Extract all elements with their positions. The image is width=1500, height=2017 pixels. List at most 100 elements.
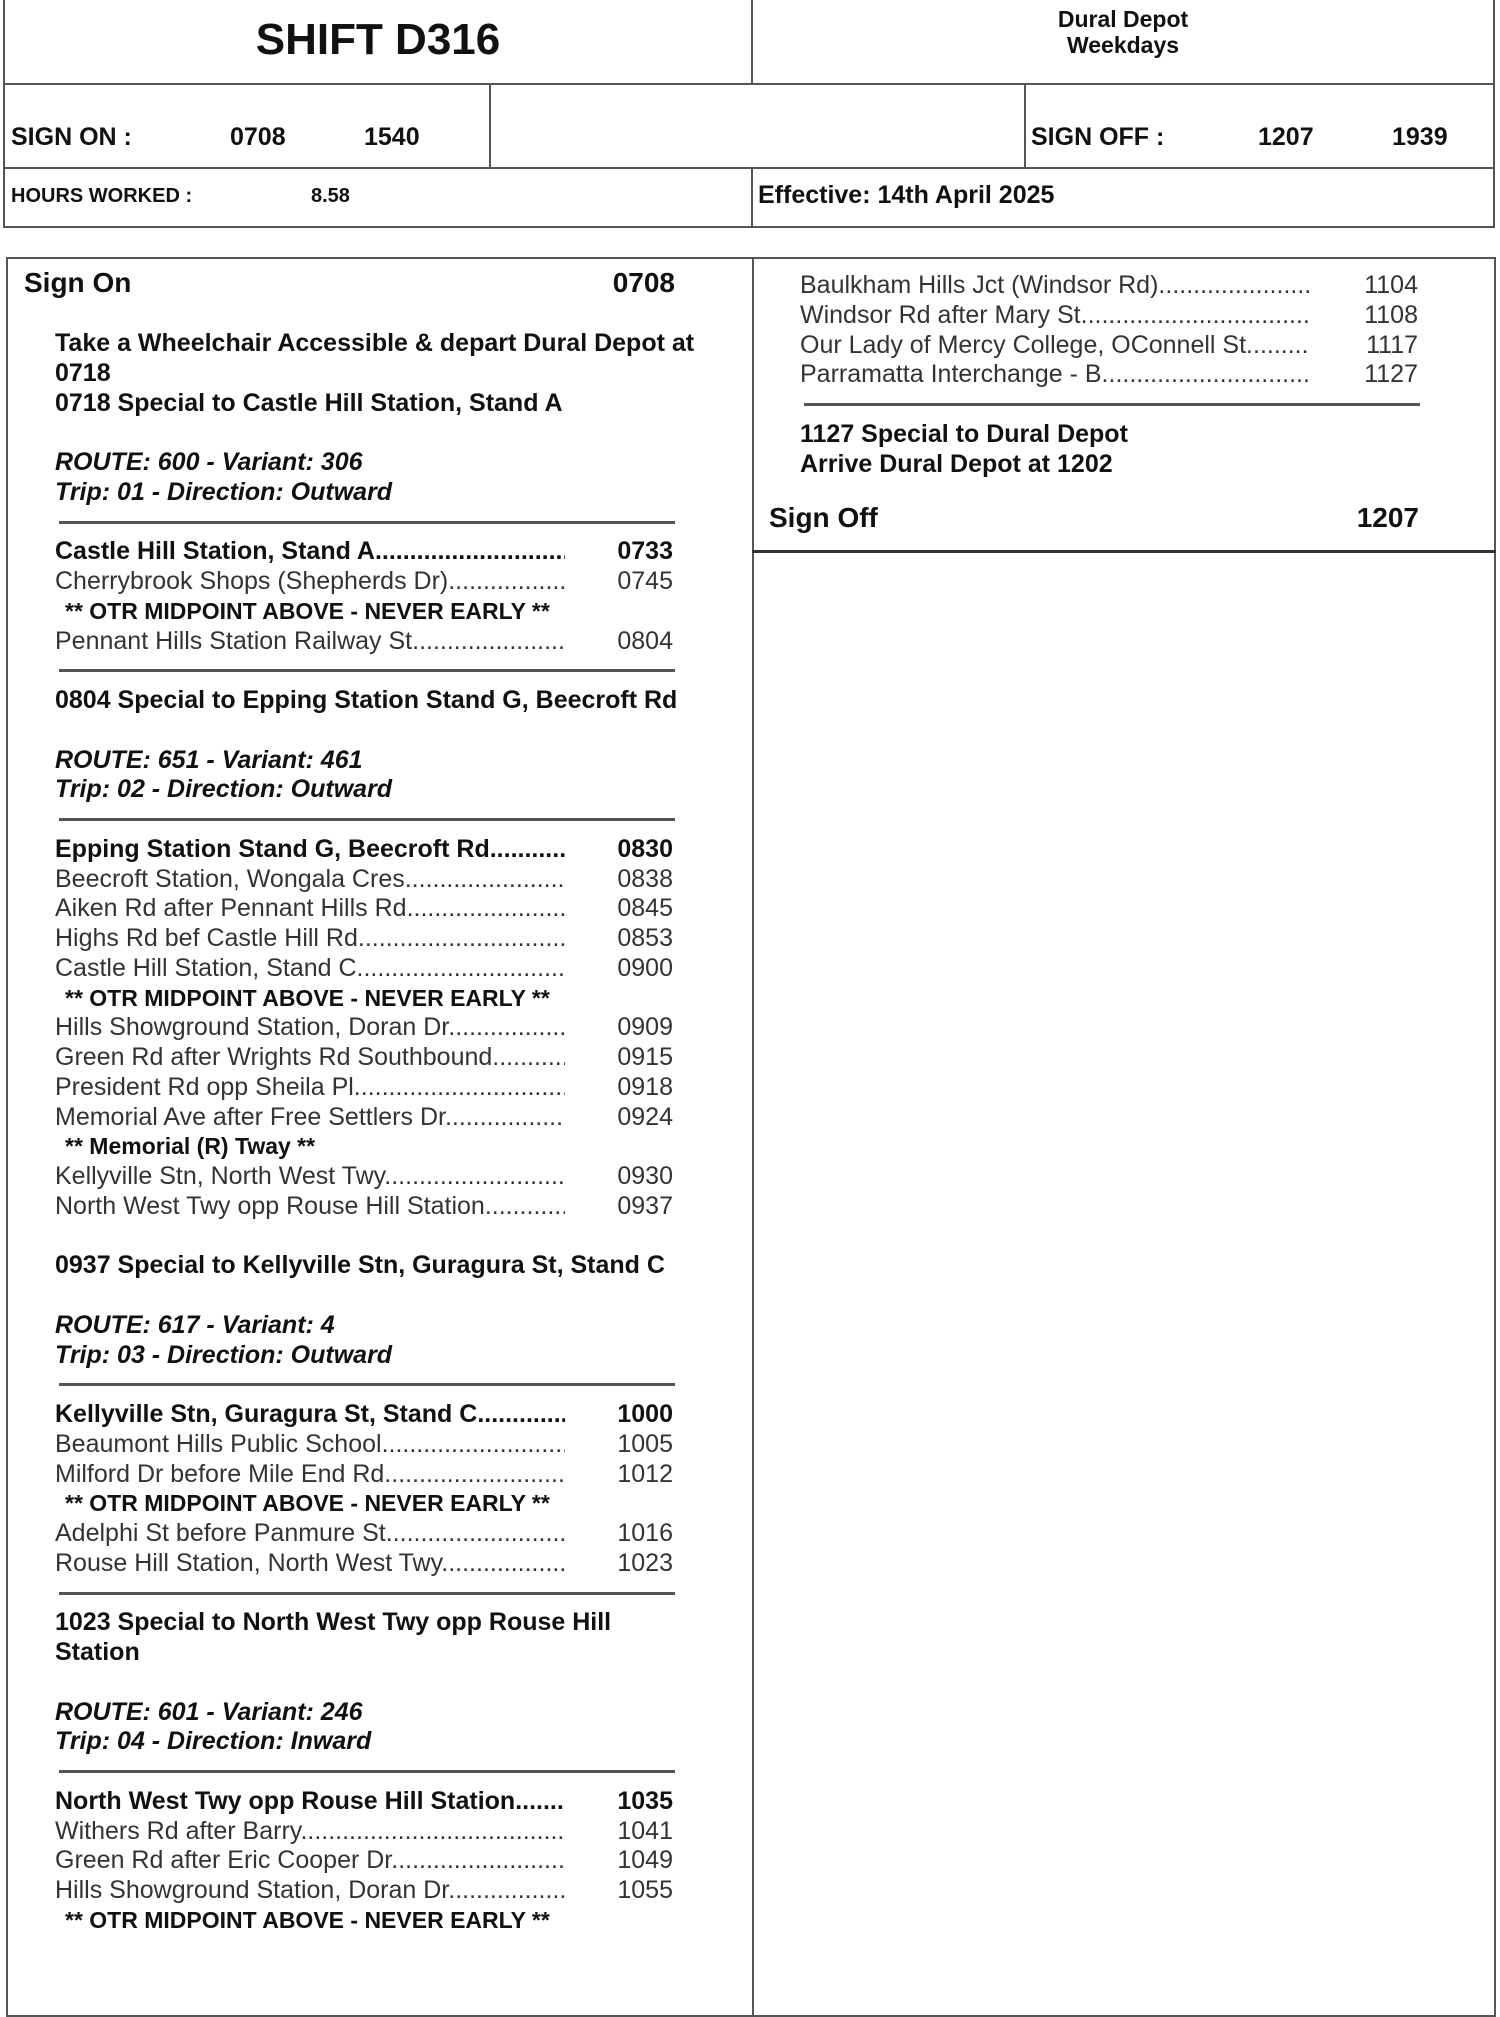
stop-time: 0900 bbox=[617, 953, 673, 982]
stop-name: Beaumont Hills Public School bbox=[55, 1430, 565, 1460]
timetable-stop-row: Windsor Rd after Mary St 1108 bbox=[800, 301, 1420, 331]
section-rule bbox=[55, 508, 675, 538]
stop-time: 1005 bbox=[617, 1429, 673, 1458]
sign-on-row: Sign On 0708 bbox=[24, 265, 675, 301]
stop-time: 1117 bbox=[1366, 330, 1418, 359]
stop-time: 1041 bbox=[617, 1816, 673, 1845]
stop-time: 1000 bbox=[617, 1400, 673, 1428]
stop-name: Milford Dr before Mile End Rd bbox=[55, 1460, 565, 1490]
stop-time: 0845 bbox=[617, 894, 673, 923]
header-divider bbox=[5, 83, 1493, 85]
timetable-stop-row: Baulkham Hills Jct (Windsor Rd) 1104 bbox=[800, 271, 1420, 301]
sign-off-time: 1939 bbox=[1392, 123, 1448, 151]
timetable-stop-row: Hills Showground Station, Doran Dr 1055 bbox=[55, 1876, 675, 1906]
sign-on-row-time: 0708 bbox=[612, 267, 675, 298]
stop-name: Our Lady of Mercy College, OConnell St bbox=[800, 331, 1310, 361]
stop-time: 0930 bbox=[617, 1162, 673, 1190]
shift-title: SHIFT D316 bbox=[255, 15, 501, 64]
stop-name: Rouse Hill Station, North West Twy bbox=[55, 1549, 565, 1579]
stop-time: 0838 bbox=[617, 864, 673, 893]
blank-line bbox=[55, 418, 675, 448]
sign-on-time: 0708 bbox=[230, 123, 286, 151]
header-divider bbox=[751, 167, 753, 226]
hours-worked-label: HOURS WORKED : bbox=[11, 185, 193, 207]
timetable-stop-row: President Rd opp Sheila Pl 0918 bbox=[55, 1073, 675, 1103]
stop-time: 1104 bbox=[1364, 271, 1418, 299]
timetable-stop-row: Green Rd after Eric Cooper Dr 1049 bbox=[55, 1846, 675, 1876]
timetable-stop-row: Milford Dr before Mile End Rd 1012 bbox=[55, 1460, 675, 1490]
section-rule bbox=[55, 656, 675, 686]
effective-date: Effective: 14th April 2025 bbox=[758, 181, 1055, 209]
sign-off-time: 1207 bbox=[1258, 123, 1314, 151]
timetable-stop-row: Aiken Rd after Pennant Hills Rd 0845 bbox=[55, 894, 675, 924]
route-info: ROUTE: 601 - Variant: 246 bbox=[55, 1697, 363, 1726]
section-rule bbox=[55, 1370, 675, 1400]
timetable-stop-row: Highs Rd bef Castle Hill Rd 0853 bbox=[55, 924, 675, 954]
stop-name: Green Rd after Wrights Rd Southbound bbox=[55, 1043, 565, 1073]
timetable-stop-row: Castle Hill Station, Stand A 0733 bbox=[55, 537, 675, 567]
timetable-stop-row: Cherrybrook Shops (Shepherds Dr) 0745 bbox=[55, 567, 675, 597]
instruction-line: 0718 bbox=[55, 358, 111, 387]
timing-note: ** OTR MIDPOINT ABOVE - NEVER EARLY ** bbox=[65, 984, 550, 1011]
sign-on-time: 1540 bbox=[364, 123, 420, 151]
timetable-stop-row: Withers Rd after Barry 1041 bbox=[55, 1817, 675, 1847]
stop-time: 0853 bbox=[617, 924, 673, 952]
sign-off-row-time: 1207 bbox=[1356, 502, 1419, 533]
stop-name: Hills Showground Station, Doran Dr bbox=[55, 1876, 565, 1906]
stop-name: Windsor Rd after Mary St bbox=[800, 301, 1310, 331]
stop-name: Withers Rd after Barry bbox=[55, 1817, 565, 1847]
stop-name: Highs Rd bef Castle Hill Rd bbox=[55, 924, 565, 954]
instruction-line: 0937 Special to Kellyville Stn, Guragura… bbox=[55, 1251, 665, 1280]
stop-time: 0909 bbox=[617, 1013, 673, 1042]
blank-line bbox=[55, 1668, 675, 1698]
timetable-stop-row: Pennant Hills Station Railway St 0804 bbox=[55, 627, 675, 657]
stop-name: North West Twy opp Rouse Hill Station bbox=[55, 1192, 565, 1222]
instruction-line: Arrive Dural Depot at 1202 bbox=[800, 449, 1113, 478]
instruction-line: 0804 Special to Epping Station Stand G, … bbox=[55, 686, 678, 714]
timing-note: ** OTR MIDPOINT ABOVE - NEVER EARLY ** bbox=[65, 1490, 550, 1517]
duty-body: Sign On 0708 Take a Wheelchair Accessibl… bbox=[6, 257, 1496, 2017]
route-info: Trip: 04 - Direction: Inward bbox=[55, 1727, 372, 1756]
stop-time: 1016 bbox=[617, 1519, 673, 1547]
stop-time: 1049 bbox=[617, 1846, 673, 1875]
route-info: ROUTE: 617 - Variant: 4 bbox=[55, 1310, 335, 1339]
timetable-stop-row: North West Twy opp Rouse Hill Station 103… bbox=[55, 1787, 675, 1817]
instruction-line: Station bbox=[55, 1638, 140, 1666]
blank-line bbox=[55, 1222, 675, 1252]
timetable-stop-row: Adelphi St before Panmure St 1016 bbox=[55, 1519, 675, 1549]
timetable-stop-row: Our Lady of Mercy College, OConnell St 11… bbox=[800, 331, 1420, 361]
left-duty-list: Take a Wheelchair Accessible & depart Du… bbox=[55, 329, 695, 1936]
sign-off-label: SIGN OFF : bbox=[1031, 123, 1165, 151]
stop-name: Adelphi St before Panmure St bbox=[55, 1519, 565, 1549]
stop-name: Baulkham Hills Jct (Windsor Rd) bbox=[800, 271, 1310, 301]
depot-name: Dural Depot bbox=[1057, 6, 1189, 32]
timetable-stop-row: Beecroft Station, Wongala Cres 0838 bbox=[55, 865, 675, 895]
timetable-stop-row: Kellyville Stn, Guragura St, Stand C 1000 bbox=[55, 1400, 675, 1430]
timing-note: ** OTR MIDPOINT ABOVE - NEVER EARLY ** bbox=[65, 597, 550, 624]
column-divider bbox=[752, 259, 754, 2015]
timetable-stop-row: Hills Showground Station, Doran Dr 0909 bbox=[55, 1013, 675, 1043]
timetable-stop-row: Parramatta Interchange - B 1127 bbox=[800, 360, 1420, 390]
route-info: ROUTE: 651 - Variant: 461 bbox=[55, 745, 363, 774]
route-info: Trip: 01 - Direction: Outward bbox=[55, 477, 393, 506]
stop-time: 1012 bbox=[617, 1459, 673, 1488]
stop-name: Beecroft Station, Wongala Cres bbox=[55, 865, 565, 895]
header-divider bbox=[489, 83, 491, 167]
sign-on-title: Sign On bbox=[24, 267, 132, 298]
blank-line bbox=[55, 716, 675, 746]
stop-name: Hills Showground Station, Doran Dr bbox=[55, 1013, 565, 1043]
stop-time: 0937 bbox=[617, 1191, 673, 1220]
section-rule bbox=[800, 390, 1420, 420]
stop-name: Castle Hill Station, Stand C bbox=[55, 954, 565, 984]
section-rule bbox=[55, 1579, 675, 1609]
timetable-stop-row: North West Twy opp Rouse Hill Station 093… bbox=[55, 1192, 675, 1222]
blank-line bbox=[55, 1281, 675, 1311]
instruction-line: Take a Wheelchair Accessible & depart Du… bbox=[55, 329, 695, 357]
right-duty-list: Baulkham Hills Jct (Windsor Rd)1104Winds… bbox=[800, 271, 1420, 479]
stop-time: 1108 bbox=[1364, 300, 1418, 329]
section-rule bbox=[55, 1757, 675, 1787]
timetable-stop-row: Rouse Hill Station, North West Twy 1023 bbox=[55, 1549, 675, 1579]
stop-time: 0804 bbox=[617, 626, 673, 655]
stop-time: 0924 bbox=[617, 1102, 673, 1131]
header-divider bbox=[5, 167, 1493, 169]
